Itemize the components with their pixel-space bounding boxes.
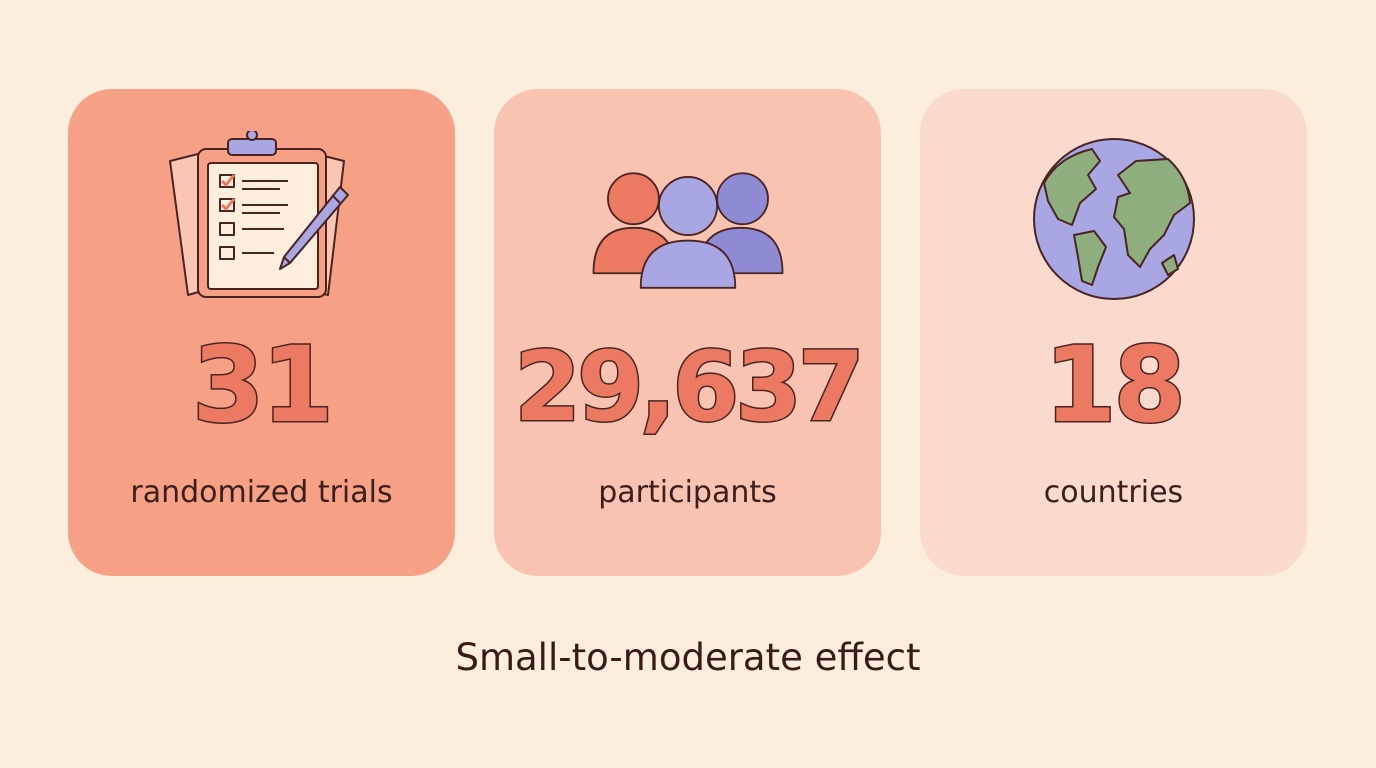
stat-card-participants: 29,637 participants: [494, 89, 881, 576]
stat-label: participants: [598, 475, 777, 510]
summary-caption: Small-to-moderate effect: [455, 636, 921, 679]
stat-card-countries: 18 countries: [920, 89, 1307, 576]
stat-number: 18: [1043, 324, 1188, 446]
stat-number: 29,637: [513, 331, 866, 443]
people-group-icon: [592, 172, 783, 289]
stat-card-trials: 31 randomized trials: [68, 89, 455, 576]
stat-label: countries: [1043, 475, 1184, 510]
stat-label: randomized trials: [130, 475, 393, 510]
stat-number: 31: [191, 324, 336, 446]
globe-icon: [1032, 138, 1195, 300]
clipboard-checklist-icon: [168, 131, 349, 298]
